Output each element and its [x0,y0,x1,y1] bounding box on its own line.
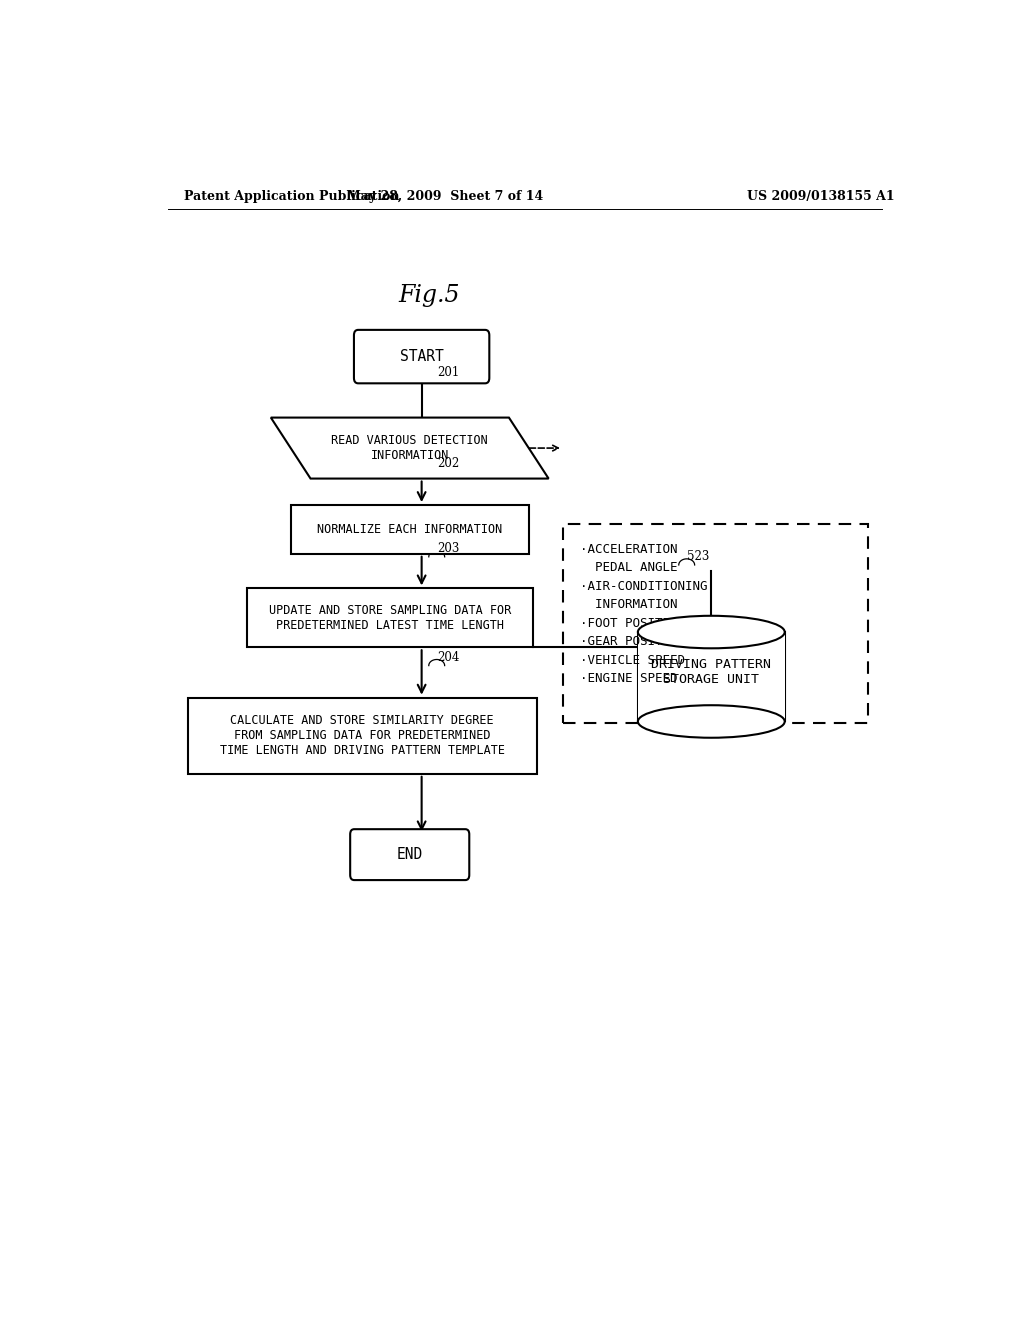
Text: Patent Application Publication: Patent Application Publication [183,190,399,202]
Text: CALCULATE AND STORE SIMILARITY DEGREE
FROM SAMPLING DATA FOR PREDETERMINED
TIME : CALCULATE AND STORE SIMILARITY DEGREE FR… [219,714,505,758]
Text: 523: 523 [687,550,710,562]
Text: NORMALIZE EACH INFORMATION: NORMALIZE EACH INFORMATION [317,523,503,536]
Text: 202: 202 [437,458,460,470]
Polygon shape [270,417,549,479]
Bar [187,697,537,774]
Text: May 28, 2009  Sheet 7 of 14: May 28, 2009 Sheet 7 of 14 [347,190,544,202]
Ellipse shape [638,615,784,648]
Text: START: START [399,348,443,364]
Text: Fig.5: Fig.5 [398,284,461,308]
Bar [291,506,528,554]
Bar [247,589,532,647]
Polygon shape [638,632,784,722]
Text: 204: 204 [437,651,460,664]
Text: 203: 203 [437,541,460,554]
FancyBboxPatch shape [354,330,489,383]
Text: ·ACCELERATION
  PEDAL ANGLE
·AIR-CONDITIONING
  INFORMATION
·FOOT POSITION
·GEAR: ·ACCELERATION PEDAL ANGLE ·AIR-CONDITION… [581,543,708,685]
FancyBboxPatch shape [350,829,469,880]
Text: UPDATE AND STORE SAMPLING DATA FOR
PREDETERMINED LATEST TIME LENGTH: UPDATE AND STORE SAMPLING DATA FOR PREDE… [268,603,511,632]
Text: READ VARIOUS DETECTION
INFORMATION: READ VARIOUS DETECTION INFORMATION [332,434,488,462]
Text: US 2009/0138155 A1: US 2009/0138155 A1 [748,190,895,202]
Text: 201: 201 [437,366,460,379]
Text: END: END [396,847,423,862]
Ellipse shape [638,705,784,738]
Text: DRIVING PATTERN
STORAGE UNIT: DRIVING PATTERN STORAGE UNIT [651,657,771,685]
Bar [563,524,868,722]
